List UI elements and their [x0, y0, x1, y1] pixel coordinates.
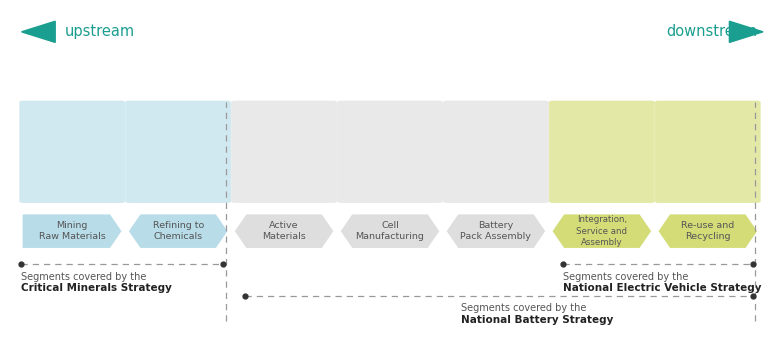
FancyBboxPatch shape	[231, 101, 337, 203]
Text: Battery
Pack Assembly: Battery Pack Assembly	[460, 221, 531, 242]
Text: National Electric Vehicle Strategy: National Electric Vehicle Strategy	[563, 283, 762, 293]
Text: Active
Materials: Active Materials	[262, 221, 306, 242]
Polygon shape	[729, 21, 763, 42]
Polygon shape	[657, 213, 759, 250]
Text: Mining
Raw Materials: Mining Raw Materials	[39, 221, 105, 242]
Polygon shape	[22, 21, 55, 42]
Polygon shape	[339, 213, 441, 250]
Polygon shape	[445, 213, 548, 250]
Text: Segments covered by the: Segments covered by the	[21, 272, 146, 282]
FancyBboxPatch shape	[337, 101, 443, 203]
Text: Segments covered by the: Segments covered by the	[461, 303, 587, 314]
Text: downstream: downstream	[666, 24, 757, 39]
Text: National Battery Strategy: National Battery Strategy	[461, 315, 613, 325]
FancyBboxPatch shape	[126, 101, 231, 203]
FancyBboxPatch shape	[443, 101, 549, 203]
FancyBboxPatch shape	[549, 101, 654, 203]
Polygon shape	[21, 213, 123, 250]
Polygon shape	[551, 213, 653, 250]
Text: Cell
Manufacturing: Cell Manufacturing	[356, 221, 424, 242]
Text: Refining to
Chemicals: Refining to Chemicals	[153, 221, 204, 242]
Text: Integration,
Service and
Assembly: Integration, Service and Assembly	[576, 215, 627, 247]
Polygon shape	[127, 213, 229, 250]
Text: Critical Minerals Strategy: Critical Minerals Strategy	[21, 283, 172, 293]
FancyBboxPatch shape	[655, 101, 760, 203]
Polygon shape	[232, 213, 335, 250]
Text: Segments covered by the: Segments covered by the	[563, 272, 689, 282]
Text: Re-use and
Recycling: Re-use and Recycling	[681, 221, 735, 242]
FancyBboxPatch shape	[20, 101, 125, 203]
Text: upstream: upstream	[66, 24, 135, 39]
